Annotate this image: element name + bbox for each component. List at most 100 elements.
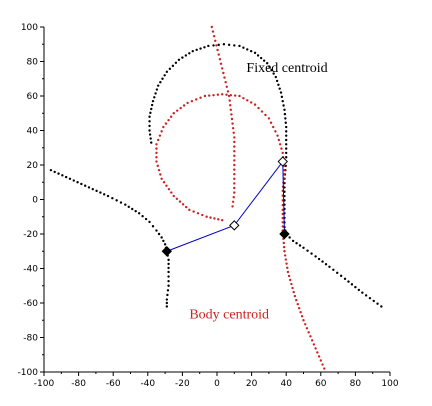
- curve-point: [188, 52, 191, 55]
- curve-point: [167, 270, 170, 274]
- curve-point: [195, 48, 198, 52]
- curve-point: [172, 194, 175, 198]
- curve-point: [347, 280, 350, 283]
- curve-point: [280, 147, 283, 150]
- curve-point: [166, 289, 170, 292]
- curve-point: [314, 255, 317, 258]
- curve-point: [170, 191, 173, 194]
- fixed-centroid-label: Fixed centroid: [246, 61, 327, 76]
- curve-point: [226, 90, 230, 93]
- curve-point: [233, 154, 236, 157]
- curve-point: [162, 125, 165, 129]
- curve-point: [323, 367, 326, 370]
- curve-point: [306, 249, 309, 252]
- curve-point: [282, 241, 285, 245]
- curve-point: [148, 124, 151, 128]
- curve-point: [285, 262, 288, 265]
- curve-point: [282, 104, 285, 107]
- curve-point: [291, 286, 294, 290]
- joint-marker-open: [229, 220, 240, 231]
- curve-point: [269, 121, 273, 124]
- curve-point: [91, 187, 94, 191]
- curve-point: [153, 96, 156, 99]
- curve-point: [220, 93, 224, 96]
- curve-point: [285, 147, 288, 150]
- curve-point: [328, 265, 331, 268]
- curve-point: [83, 184, 87, 187]
- curve-point: [246, 48, 249, 51]
- curve-point: [196, 212, 200, 215]
- curve-point: [191, 49, 194, 53]
- curve-point: [156, 138, 160, 142]
- curve-point: [260, 110, 264, 113]
- curve-point: [195, 98, 198, 101]
- curve-point: [155, 143, 158, 146]
- curve-point: [304, 323, 307, 326]
- curve-point: [148, 220, 151, 224]
- curve-point: [167, 284, 170, 287]
- curve-point: [350, 283, 354, 286]
- marker-layer: [161, 156, 290, 257]
- curve-point: [233, 186, 236, 190]
- curve-point: [150, 141, 153, 144]
- curve-point: [283, 168, 286, 172]
- curve-point: [259, 56, 263, 60]
- curve-point: [167, 275, 170, 278]
- curve-point: [312, 343, 316, 346]
- curve-point: [212, 93, 215, 97]
- curve-point: [283, 108, 286, 112]
- curve-point: [285, 125, 288, 129]
- curve-point: [296, 302, 299, 306]
- curve-point: [148, 133, 152, 136]
- curve-point: [232, 196, 235, 199]
- fixed-centroid-series: [49, 43, 383, 308]
- curve-point: [287, 274, 291, 278]
- curve-point: [354, 285, 357, 289]
- curve-point: [220, 219, 224, 222]
- curve-point: [219, 62, 223, 65]
- curve-point: [285, 138, 288, 142]
- curve-point: [285, 143, 288, 146]
- y-tick-label: 60: [27, 92, 39, 102]
- curve-point: [222, 71, 225, 75]
- curve-point: [222, 43, 226, 46]
- curve-point: [246, 99, 249, 102]
- curve-point: [103, 193, 106, 196]
- curve-point: [207, 44, 210, 48]
- x-tick-label: 100: [381, 379, 398, 389]
- curve-point: [134, 209, 137, 213]
- curve-point: [253, 51, 257, 55]
- curve-point: [253, 103, 257, 106]
- curve-point: [279, 91, 283, 94]
- curve-point: [158, 134, 162, 137]
- curve-point: [161, 77, 164, 80]
- curve-point: [233, 163, 236, 167]
- curve-point: [53, 170, 56, 174]
- curve-point: [302, 319, 305, 322]
- curve-point: [165, 301, 169, 305]
- curve-point: [257, 106, 260, 110]
- curve-point: [106, 194, 110, 198]
- curve-point: [242, 96, 245, 100]
- curve-point: [175, 197, 179, 201]
- x-tick-label: -80: [71, 379, 86, 389]
- curve-point: [285, 134, 288, 137]
- curve-point: [302, 246, 305, 249]
- curve-point: [278, 87, 281, 90]
- curve-point: [186, 101, 189, 105]
- curve-point: [154, 92, 157, 95]
- curve-point: [281, 151, 284, 155]
- curve-point: [159, 81, 162, 84]
- curve-point: [210, 25, 214, 29]
- curve-point: [310, 339, 314, 342]
- curve-point: [137, 212, 141, 215]
- curve-point: [317, 257, 321, 261]
- curve-point: [307, 331, 310, 334]
- curve-point: [213, 217, 216, 220]
- curve-point: [179, 106, 182, 110]
- curve-point: [218, 58, 222, 61]
- curve-point: [339, 274, 343, 278]
- curve-point: [155, 229, 158, 232]
- curve-point: [225, 85, 229, 89]
